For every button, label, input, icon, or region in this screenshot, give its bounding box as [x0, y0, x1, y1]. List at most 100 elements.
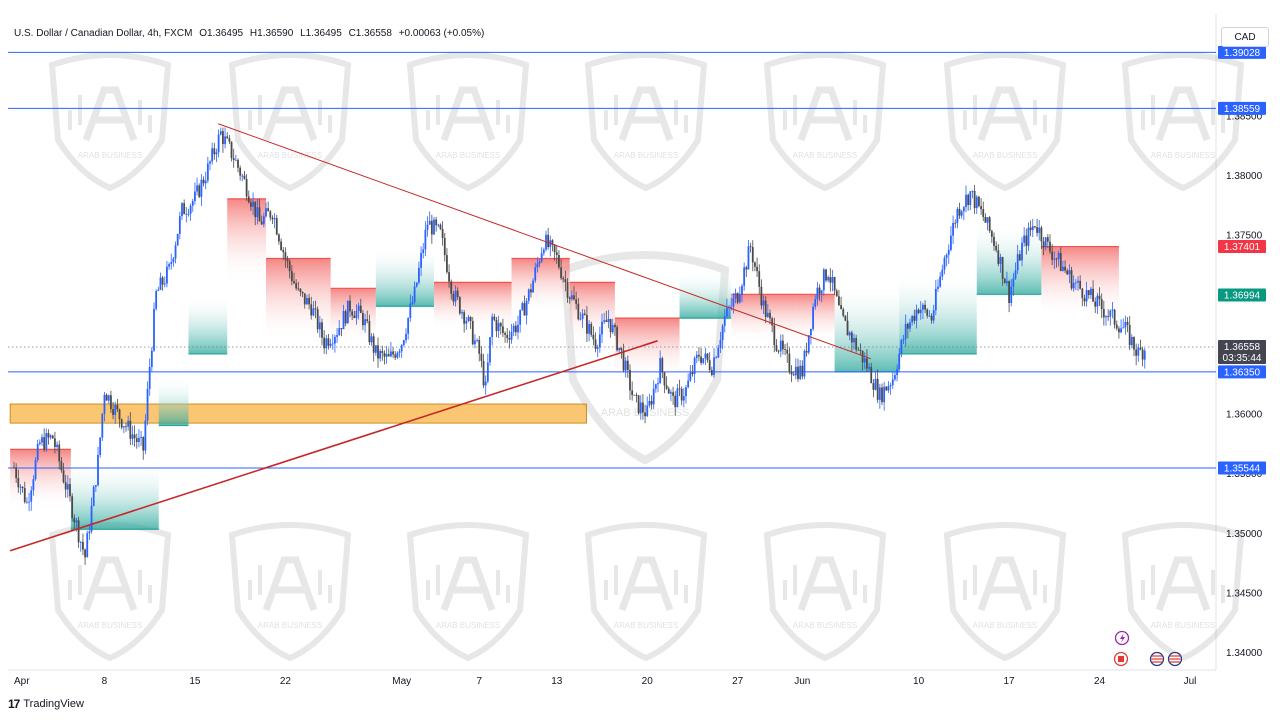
y-tick-label: 1.37500: [1226, 231, 1263, 242]
candle-body: [79, 541, 82, 543]
candle-body: [1068, 270, 1071, 275]
candle-body: [506, 334, 509, 339]
trendline-descending-resistance[interactable]: [218, 123, 871, 360]
watermark-candles-icon: [963, 95, 1047, 133]
candle-body: [64, 482, 67, 490]
candle-body: [105, 394, 108, 401]
watermark-shield-outline: [406, 52, 530, 192]
candle-body: [73, 518, 76, 523]
candle-body: [958, 208, 961, 216]
cloud-segment: [266, 258, 331, 342]
footer-brand[interactable]: 17 TradingView: [8, 697, 84, 711]
watermark-text: ARAB BUSINESS: [793, 151, 857, 160]
candle-body: [762, 300, 765, 306]
candle-body: [734, 293, 737, 299]
candle-body: [984, 216, 987, 223]
usa-flag-stripes-icon-2: [1169, 655, 1181, 663]
x-tick-label: 27: [732, 676, 744, 687]
candle-body: [532, 280, 534, 293]
candle-body: [295, 283, 298, 289]
candle-body: [874, 378, 877, 390]
candle-body: [913, 315, 916, 321]
candle-body: [336, 335, 338, 337]
candle-body: [525, 300, 528, 316]
level-tag-bg: [1218, 101, 1266, 115]
candle-body: [430, 220, 433, 235]
tradingview-logo-icon: 17: [8, 697, 20, 711]
candle-body: [818, 287, 821, 294]
candle-body: [245, 178, 248, 197]
candle-body: [792, 374, 795, 376]
candle-body: [142, 437, 145, 451]
candle-body: [635, 394, 638, 396]
candle-body: [463, 312, 466, 324]
candle-body: [922, 304, 924, 310]
watermark-text: ARAB BUSINESS: [614, 621, 678, 630]
candle-body: [967, 194, 970, 205]
candle-body: [603, 320, 606, 322]
y-tick-label: 1.38500: [1226, 111, 1263, 122]
candle-body: [743, 267, 746, 286]
candle-body: [387, 354, 390, 357]
candle-body: [730, 306, 733, 308]
candle-body: [827, 277, 830, 281]
candle-body: [133, 434, 136, 439]
candle-body: [1102, 309, 1105, 318]
watermark-candles-icon: [426, 95, 510, 133]
candle-body: [36, 444, 39, 460]
candle-body: [196, 185, 198, 192]
currency-button[interactable]: CAD: [1221, 27, 1269, 47]
cloud-layer: [10, 198, 1119, 530]
candle-body: [148, 366, 151, 389]
candle-body: [502, 326, 504, 333]
candle-body: [122, 426, 125, 428]
candle-body: [926, 309, 929, 316]
candle-body: [624, 360, 627, 371]
watermark-letters-icon: [797, 86, 853, 142]
watermark-candles-icon: [604, 565, 688, 603]
watermark-shield-icon: ARAB BUSINESS: [48, 52, 172, 192]
candle-body: [282, 249, 285, 253]
x-tick-label: 15: [189, 676, 201, 687]
candle-body: [667, 388, 670, 394]
candle-body: [1021, 242, 1023, 261]
watermark-letters-icon: [440, 86, 496, 142]
candle-body: [372, 336, 375, 353]
candle-body: [224, 136, 226, 145]
price-layer: [13, 127, 1146, 565]
trendline-ascending-support[interactable]: [9, 340, 658, 552]
candle-body: [110, 395, 112, 410]
candle-body: [956, 208, 959, 224]
candle-body: [1115, 324, 1118, 329]
candle-body: [172, 258, 175, 263]
candle-body: [833, 277, 836, 291]
candle-body: [75, 520, 78, 523]
candle-body: [340, 328, 343, 330]
level-tag-bg: [1218, 461, 1266, 475]
candle-body: [598, 334, 601, 348]
candle-body: [327, 338, 330, 346]
candle-body: [586, 314, 588, 334]
candle-body: [648, 400, 651, 406]
candle-body: [265, 208, 267, 217]
candle-body: [97, 454, 99, 486]
symbol-name[interactable]: U.S. Dollar / Canadian Dollar, 4h, FXCM: [14, 28, 193, 39]
candle-body: [241, 175, 244, 177]
candle-body: [566, 282, 569, 298]
candle-body: [542, 249, 545, 254]
watermark-shield-icon: ARAB BUSINESS: [228, 52, 352, 192]
candle-body: [308, 297, 310, 305]
candle-body: [441, 228, 444, 239]
open-value: O1.36495: [199, 28, 244, 39]
indicator-tag-label: 1.36994: [1224, 291, 1261, 302]
candle-body: [657, 383, 659, 385]
price-tags: 1.39028 1.38559 1.36350 1.35544 1.37401 1.369…: [1218, 45, 1266, 475]
candle-body: [21, 486, 24, 489]
symbol-header[interactable]: U.S. Dollar / Canadian Dollar, 4h, FXCM …: [14, 28, 484, 39]
support-zone[interactable]: [9, 403, 587, 424]
candle-body: [30, 490, 33, 502]
candle-body: [217, 134, 220, 153]
candle-body: [803, 350, 806, 377]
candle-body: [779, 340, 782, 352]
